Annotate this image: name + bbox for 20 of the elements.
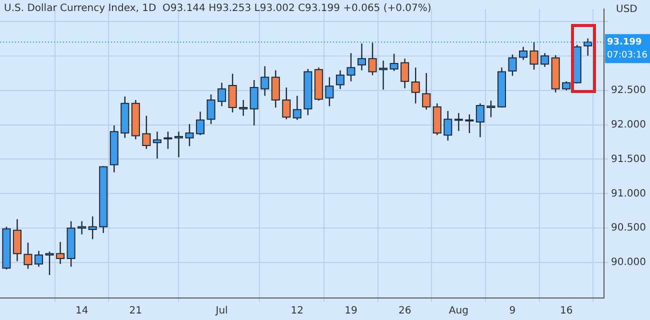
x-tick-label: 21 [129, 306, 142, 317]
y-tick-label: 90.500 [611, 222, 646, 234]
chart-title: U.S. Dollar Currency Index, 1D [4, 3, 156, 14]
y-tick-label: 92.000 [611, 119, 646, 130]
x-tick-label: Jul [214, 306, 228, 317]
x-tick-label: 16 [560, 306, 573, 317]
x-tick-label: 14 [75, 306, 88, 317]
y-axis-title: USD [616, 4, 638, 15]
chart-subtitle: O93.144 H93.253 L93.002 C93.199 +0.065 (+0.07%) [162, 3, 432, 14]
text: 07:03:16 [607, 50, 648, 60]
x-tick-label: 9 [509, 306, 516, 317]
y-tick-label: 92.500 [611, 84, 646, 96]
y-tick-label: 90.000 [611, 257, 646, 268]
x-tick-label: 12 [290, 306, 304, 317]
x-tick-label: 19 [344, 306, 358, 317]
ref-line-label: 93.199 [607, 37, 642, 48]
x-tick-label: 26 [398, 306, 412, 317]
x-tick-label: Aug [448, 306, 468, 317]
y-tick-label: 91.500 [611, 154, 646, 165]
y-tick-label: 91.000 [611, 188, 646, 200]
